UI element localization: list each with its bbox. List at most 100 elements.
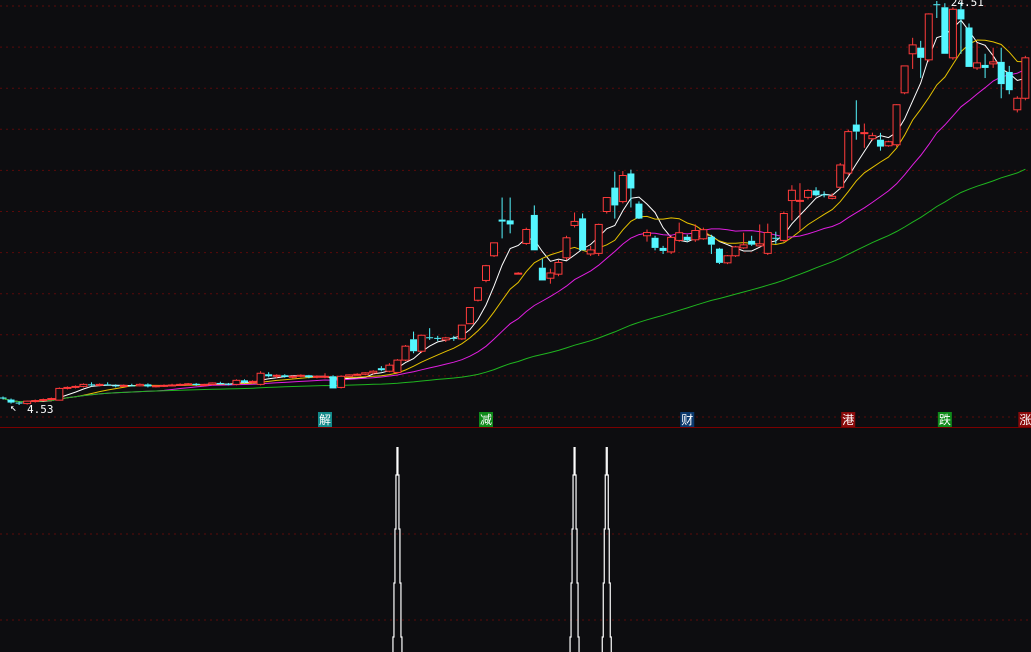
candle xyxy=(296,374,305,378)
event-marker-label: 跌 xyxy=(939,412,951,427)
candle xyxy=(948,7,957,60)
candle-body xyxy=(973,62,982,69)
candle xyxy=(498,197,506,239)
candle-body xyxy=(836,164,845,188)
event-marker-label: 解 xyxy=(319,413,331,427)
candle-body xyxy=(305,375,313,378)
candle-body xyxy=(23,400,32,405)
candle-body xyxy=(522,228,531,244)
candle-body xyxy=(337,375,346,388)
low-price-label: 4.53 xyxy=(27,403,54,416)
candle-body xyxy=(948,8,957,59)
candle-body xyxy=(900,65,909,94)
candle xyxy=(1013,96,1022,113)
candle xyxy=(55,387,64,401)
candle xyxy=(772,231,780,244)
event-marker-label: 港 xyxy=(842,413,854,427)
candle-body xyxy=(79,383,88,387)
candle-body xyxy=(441,337,450,341)
candle xyxy=(248,380,257,384)
candle-body xyxy=(707,236,715,245)
candle-body xyxy=(457,324,466,340)
candle xyxy=(353,373,362,376)
candle xyxy=(305,374,313,379)
candle xyxy=(900,65,909,95)
candle-body xyxy=(691,229,700,241)
candle-body xyxy=(546,272,555,279)
candle-body xyxy=(981,64,989,68)
candle xyxy=(731,245,740,257)
ma10-line xyxy=(2,39,1026,403)
candle xyxy=(434,335,442,341)
candle-body xyxy=(176,383,185,386)
candle xyxy=(361,372,370,376)
candle xyxy=(924,13,933,62)
candle-body xyxy=(924,13,933,61)
candle-body xyxy=(643,232,651,237)
event-marker: 涨 xyxy=(1018,412,1031,427)
candle xyxy=(160,384,168,388)
candle-body xyxy=(192,383,200,385)
candle-body xyxy=(63,386,72,389)
candle xyxy=(506,197,514,234)
candle-body xyxy=(55,387,64,401)
event-marker-badge xyxy=(680,412,695,427)
candle-body xyxy=(241,380,248,383)
candle xyxy=(465,307,474,325)
candle-body xyxy=(473,287,482,301)
candle-body xyxy=(795,199,804,202)
candle xyxy=(739,232,748,249)
candle xyxy=(176,383,185,386)
candle-body xyxy=(611,187,619,206)
candle xyxy=(288,375,297,379)
candle xyxy=(151,385,160,388)
lower-indicator-panel xyxy=(392,447,612,652)
candle-body xyxy=(748,240,756,245)
candle-body xyxy=(47,398,56,401)
candle xyxy=(441,336,450,342)
candle-body xyxy=(772,237,780,239)
candle-body xyxy=(450,337,458,339)
candle xyxy=(104,382,112,386)
signal-spike xyxy=(574,447,580,652)
candle-body xyxy=(0,397,7,399)
candle-body xyxy=(208,382,217,385)
candle-body xyxy=(71,385,80,388)
candle xyxy=(908,37,917,69)
candle-body xyxy=(579,218,587,251)
candle-body xyxy=(498,219,506,222)
candle-body xyxy=(168,384,177,387)
candle xyxy=(168,383,177,387)
candle xyxy=(216,381,224,385)
candle xyxy=(23,400,32,405)
candle xyxy=(570,212,579,228)
candle xyxy=(868,132,877,141)
candle-body xyxy=(739,244,748,249)
candle-body xyxy=(151,385,160,388)
candle xyxy=(667,235,676,254)
candle xyxy=(47,397,56,401)
candle-body xyxy=(627,173,635,189)
candle-body xyxy=(112,385,120,387)
candle-body xyxy=(345,374,354,377)
candle-body xyxy=(699,229,708,240)
candle xyxy=(755,224,764,247)
candle-body xyxy=(135,383,144,387)
candle xyxy=(981,53,989,79)
candle-body xyxy=(586,249,595,255)
candle xyxy=(208,382,217,386)
candle-body xyxy=(570,220,579,226)
candle xyxy=(787,185,796,221)
candle xyxy=(933,1,941,18)
candle xyxy=(965,23,973,67)
candle xyxy=(804,189,812,200)
candle-body xyxy=(506,220,514,225)
candle xyxy=(450,335,458,341)
candle xyxy=(876,132,884,151)
candle-body xyxy=(941,7,949,54)
candle-body xyxy=(216,382,224,384)
candle xyxy=(779,211,788,242)
candle-body xyxy=(812,190,820,196)
